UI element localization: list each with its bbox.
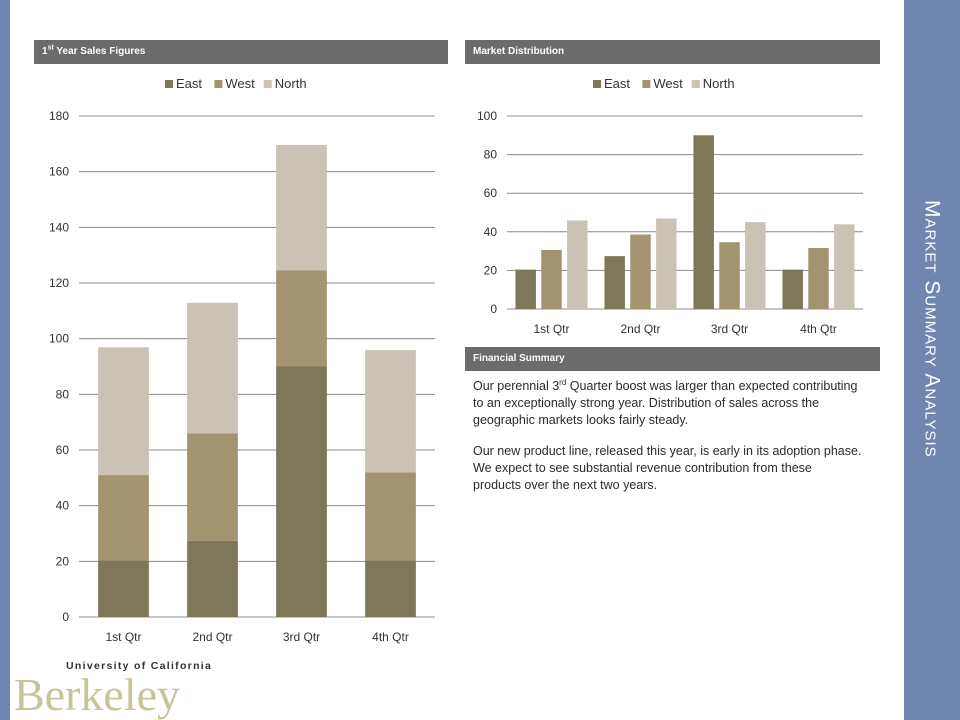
- summary-p1-suffix: Quarter boost was larger than expected c…: [473, 379, 858, 427]
- y-tick-label: 40: [484, 225, 498, 239]
- x-tick-label: 4th Qtr: [800, 322, 837, 336]
- y-tick-label: 40: [56, 499, 70, 513]
- summary-paragraph-2: Our new product line, released this year…: [473, 444, 862, 492]
- legend-label-north: North: [703, 76, 735, 91]
- logo-berkeley-text: Berkeley: [14, 669, 180, 720]
- summary-paragraph-1: Our perennial 3rd Quarter boost was larg…: [473, 378, 863, 429]
- y-tick-label: 160: [49, 165, 69, 179]
- financial-summary-text: Our perennial 3rd Quarter boost was larg…: [473, 378, 863, 508]
- summary-p1-prefix: Our perennial 3: [473, 379, 560, 393]
- x-tick-label: 1st Qtr: [105, 630, 141, 644]
- bar-north: [567, 220, 588, 309]
- bar-north: [98, 347, 149, 476]
- bar-east: [693, 135, 714, 309]
- y-tick-label: 100: [49, 332, 69, 346]
- x-tick-label: 4th Qtr: [372, 630, 409, 644]
- bar-west: [187, 433, 238, 541]
- bar-west: [276, 270, 327, 367]
- right-title-bar: [904, 0, 960, 720]
- x-tick-label: 3rd Qtr: [283, 630, 320, 644]
- bar-east: [365, 560, 416, 617]
- x-tick-label: 2nd Qtr: [192, 630, 232, 644]
- y-tick-label: 100: [477, 109, 497, 123]
- y-tick-label: 20: [484, 263, 498, 277]
- legend-label-east: East: [176, 76, 202, 91]
- market-chart-header: Market Distribution: [465, 40, 880, 64]
- y-tick-label: 180: [49, 109, 69, 123]
- bar-north: [187, 302, 238, 434]
- bar-west: [365, 472, 416, 561]
- bar-west: [98, 475, 149, 561]
- bar-east: [276, 366, 327, 617]
- bar-west: [808, 248, 829, 309]
- y-tick-label: 80: [484, 148, 498, 162]
- legend-label-west: West: [225, 76, 255, 91]
- y-tick-label: 120: [49, 276, 69, 290]
- berkeley-logo: University of California Berkeley: [14, 660, 212, 720]
- sales-header-prefix: 1: [42, 46, 48, 57]
- page-title: Market Summary Analysis: [920, 200, 944, 458]
- y-tick-label: 0: [62, 610, 69, 624]
- bar-west: [719, 242, 740, 309]
- sales-chart-header: 1st Year Sales Figures: [34, 40, 448, 64]
- x-tick-label: 2nd Qtr: [620, 322, 660, 336]
- legend-swatch-east: [165, 80, 173, 88]
- y-tick-label: 0: [490, 302, 497, 316]
- bar-north: [745, 222, 766, 309]
- logo-university-text: University of California: [66, 660, 212, 672]
- bar-north: [656, 218, 677, 309]
- bar-north: [276, 144, 327, 271]
- y-tick-label: 80: [56, 387, 70, 401]
- x-tick-label: 3rd Qtr: [711, 322, 748, 336]
- left-accent-bar: [0, 0, 10, 720]
- bar-east: [782, 269, 803, 309]
- sales-stacked-bar-chart: 0 20 40 60 80 100 120 140 160 180 1st Qtr 2nd Qtr 3r…: [49, 76, 435, 644]
- x-tick-label: 1st Qtr: [533, 322, 569, 336]
- legend-label-east: East: [604, 76, 630, 91]
- bar-north: [365, 350, 416, 473]
- legend-swatch-east: [593, 80, 601, 88]
- legend-label-west: West: [653, 76, 683, 91]
- financial-summary-header: Financial Summary: [465, 347, 880, 371]
- y-tick-label: 20: [56, 554, 70, 568]
- sales-header-sup: st: [47, 44, 54, 52]
- legend-label-north: North: [275, 76, 307, 91]
- y-tick-label: 60: [56, 443, 70, 457]
- legend-swatch-north: [691, 80, 700, 88]
- bar-north: [834, 224, 855, 309]
- sales-header-suffix: Year Sales Figures: [53, 46, 146, 57]
- market-clustered-bar-chart: 0 20 40 60 80 100 1st Qtr 2nd Qtr 3rd Qtr 4th Qtr…: [477, 76, 863, 336]
- bar-west: [630, 234, 651, 309]
- legend-swatch-west: [214, 80, 223, 88]
- legend-swatch-west: [642, 80, 651, 88]
- bar-west: [541, 249, 562, 309]
- bar-east: [98, 560, 149, 617]
- y-tick-label: 60: [484, 186, 498, 200]
- y-tick-label: 140: [49, 220, 69, 234]
- legend-swatch-north: [263, 80, 272, 88]
- summary-p1-sup: rd: [559, 377, 567, 387]
- bar-east: [515, 269, 536, 309]
- bar-east: [187, 540, 238, 617]
- bar-east: [604, 256, 625, 309]
